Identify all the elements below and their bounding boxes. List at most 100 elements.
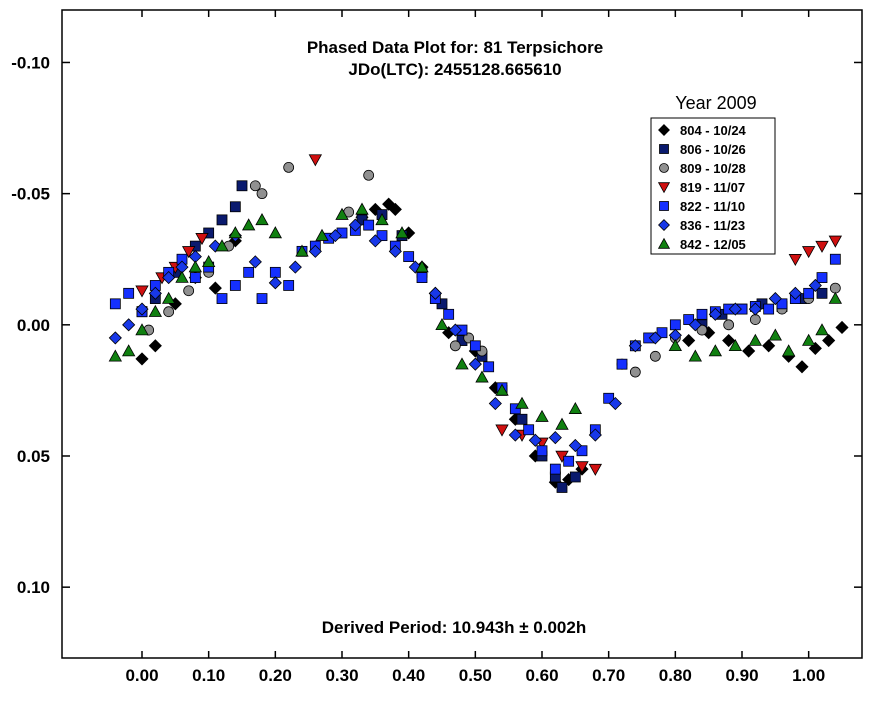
- x-tick-label: 0.00: [125, 666, 158, 685]
- data-point: [455, 357, 469, 370]
- data-point: [248, 255, 262, 269]
- data-point: [815, 240, 829, 253]
- legend-marker: [659, 163, 669, 173]
- data-point: [509, 403, 521, 415]
- data-point: [749, 314, 761, 325]
- data-point: [148, 286, 162, 300]
- data-point: [696, 324, 708, 336]
- data-point: [308, 244, 322, 258]
- data-point: [249, 180, 261, 192]
- data-point: [108, 331, 122, 345]
- data-point: [656, 327, 668, 339]
- data-point: [563, 455, 575, 467]
- data-point: [495, 383, 509, 396]
- data-point: [416, 272, 428, 283]
- data-point: [523, 424, 535, 436]
- data-point: [549, 463, 561, 475]
- data-point: [448, 323, 462, 337]
- data-point: [649, 350, 661, 362]
- data-point: [363, 219, 375, 231]
- data-point: [363, 169, 375, 181]
- data-point: [135, 323, 149, 336]
- data-point: [388, 244, 402, 258]
- x-tick-label: 0.30: [325, 666, 358, 685]
- data-point: [328, 229, 342, 243]
- legend-label: 842 - 12/05: [680, 237, 746, 252]
- data-point: [835, 320, 849, 335]
- data-point: [816, 272, 828, 283]
- data-point: [181, 246, 196, 259]
- data-point: [629, 366, 641, 378]
- data-point: [243, 266, 255, 278]
- data-point: [555, 417, 569, 430]
- data-point: [435, 317, 449, 331]
- legend-marker: [659, 144, 669, 154]
- data-point: [121, 344, 136, 357]
- data-point: [815, 323, 829, 336]
- y-tick-label: 0.00: [17, 316, 50, 335]
- data-point: [515, 396, 529, 409]
- data-point: [768, 292, 782, 306]
- data-point: [495, 424, 509, 437]
- legend-title: Year 2009: [675, 93, 756, 113]
- data-point: [768, 328, 783, 341]
- x-tick-label: 0.60: [525, 666, 558, 685]
- data-point: [828, 235, 843, 248]
- data-point: [588, 428, 602, 442]
- data-point: [122, 318, 136, 332]
- data-point: [588, 463, 603, 476]
- x-tick-label: 0.50: [459, 666, 492, 685]
- data-point: [368, 234, 382, 248]
- data-point: [688, 349, 703, 362]
- legend-marker: [658, 219, 670, 231]
- legend-label: 809 - 10/28: [680, 161, 746, 176]
- data-point: [682, 333, 696, 348]
- data-point: [781, 344, 796, 357]
- data-point: [508, 428, 522, 442]
- data-point: [268, 276, 282, 290]
- x-tick-label: 1.00: [792, 666, 825, 685]
- data-point: [528, 433, 542, 447]
- data-point: [708, 344, 723, 357]
- x-tick-label: 0.10: [192, 666, 225, 685]
- data-point: [123, 287, 135, 299]
- data-point: [556, 482, 568, 493]
- chart-subtitle: JDo(LTC): 2455128.665610: [348, 60, 561, 79]
- data-point: [536, 445, 548, 457]
- data-point: [648, 331, 662, 345]
- data-point: [288, 260, 302, 274]
- legend-marker: [657, 237, 671, 249]
- data-point: [696, 308, 708, 320]
- legend-label: 836 - 11/23: [680, 218, 745, 233]
- data-point: [395, 226, 409, 239]
- data-point: [148, 304, 163, 317]
- data-point: [109, 298, 121, 310]
- data-point: [801, 246, 816, 259]
- y-tick-label: -0.05: [11, 185, 50, 204]
- x-tick-label: 0.90: [725, 666, 758, 685]
- data-point: [295, 244, 309, 257]
- x-tick-label: 0.80: [659, 666, 692, 685]
- data-point: [475, 370, 489, 383]
- data-point: [829, 253, 841, 265]
- data-point: [569, 471, 581, 483]
- data-point: [283, 162, 295, 173]
- data-point: [575, 461, 589, 474]
- data-point: [668, 338, 683, 352]
- data-point: [708, 307, 722, 321]
- data-point: [688, 318, 702, 332]
- data-point: [829, 282, 841, 294]
- data-point: [216, 293, 228, 304]
- data-point: [488, 396, 502, 411]
- axis-ticks: 0.00 0.10 0.20 0.30 0.40 0.50 0.60 0.70 0.80 0.90…: [11, 10, 862, 685]
- data-point: [355, 202, 369, 215]
- data-point: [175, 270, 189, 283]
- data-point: [183, 285, 195, 297]
- data-point: [748, 333, 763, 346]
- data-point: [616, 358, 628, 370]
- data-point: [415, 260, 429, 273]
- data-point: [241, 218, 256, 231]
- data-point: [801, 333, 816, 346]
- data-point: [748, 302, 762, 316]
